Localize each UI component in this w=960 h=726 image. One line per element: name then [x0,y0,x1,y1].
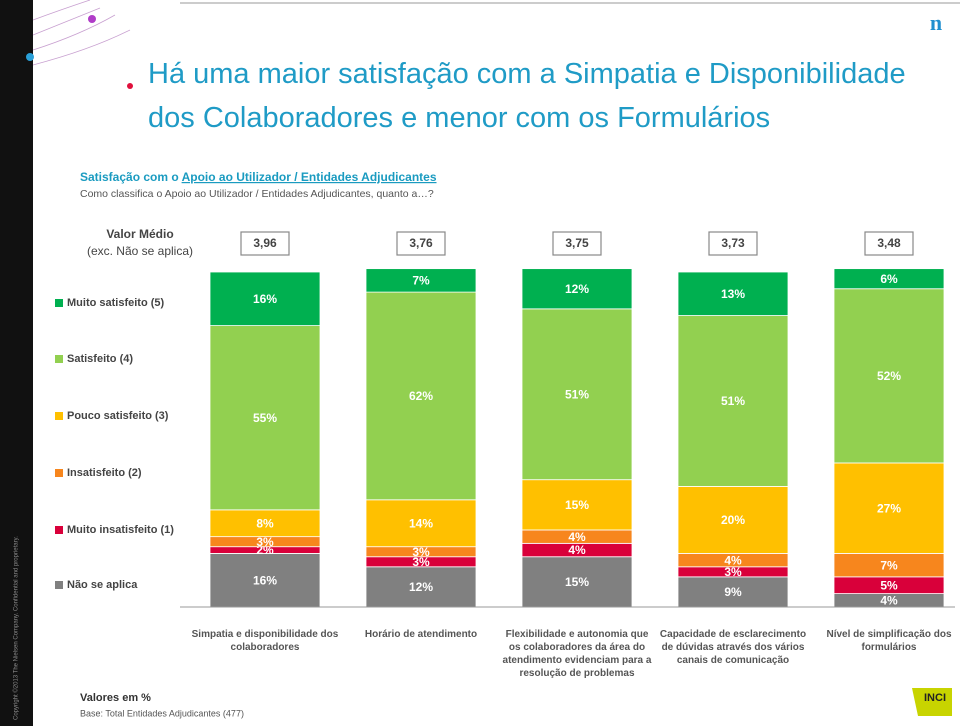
data-label: 13% [721,287,745,301]
legend-swatch [55,299,63,307]
data-label: 12% [409,580,433,594]
data-label: 16% [253,573,277,587]
mean-value: 3,75 [565,236,589,250]
data-label: 7% [412,274,430,288]
footer-base: Base: Total Entidades Adjudicantes (477) [80,708,244,718]
title: Há uma maior satisfação com a Simpatia e… [148,52,908,140]
data-label: 55% [253,411,277,425]
legend-swatch [55,412,63,420]
data-label: 16% [253,292,277,306]
data-label: 27% [877,501,901,515]
logo: n [930,10,942,35]
data-label: 51% [565,387,589,401]
mean-subtitle: (exc. Não se aplica) [87,244,193,258]
legend-label: Insatisfeito (2) [67,467,142,479]
copyright: Copyright ©2013 The Nielsen Company. Con… [13,536,20,720]
data-label: 12% [565,282,589,296]
slide: Copyright ©2013 The Nielsen Company. Con… [0,0,960,726]
data-label: 5% [880,578,898,592]
legend-swatch [55,355,63,363]
data-label: 4% [568,530,586,544]
decoration-dot [26,53,34,61]
category-label: Nível de simplificação dos formulários [811,628,960,654]
data-label: 4% [568,543,586,557]
footer-note: Valores em % [80,692,151,704]
inci-logo: INCI [924,692,946,704]
data-label: 8% [256,516,274,530]
category-label: Simpatia e disponibilidade dos colaborad… [187,628,343,654]
data-label: 15% [565,498,589,512]
mean-title: Valor Médio [106,227,173,241]
data-label: 62% [409,389,433,403]
decoration [33,0,130,65]
data-label: 7% [880,558,898,572]
category-label: Capacidade de esclarecimento de dúvidas … [655,628,811,667]
legend-label: Muito satisfeito (5) [67,297,165,309]
data-label: 52% [877,369,901,383]
legend-label: Pouco satisfeito (3) [67,410,169,422]
data-label: 15% [565,575,589,589]
subtitle-prefix: Satisfação com o [80,170,182,184]
data-label: 4% [880,593,898,607]
data-label: 51% [721,394,745,408]
legend-swatch [55,581,63,589]
decoration-dot [127,83,133,89]
data-label: 6% [880,272,898,286]
legend-label: Muito insatisfeito (1) [67,524,174,536]
subtitle-link: Apoio ao Utilizador / Entidades Adjudica… [182,170,437,184]
subtitle: Satisfação com o Apoio ao Utilizador / E… [80,170,437,184]
legend-swatch [55,469,63,477]
decoration-dot [88,15,96,23]
legend-label: Não se aplica [67,579,138,591]
data-label: 9% [724,585,742,599]
data-label: 4% [724,553,742,567]
legend-label: Satisfeito (4) [67,353,133,365]
question: Como classifica o Apoio ao Utilizador / … [80,188,434,200]
mean-value: 3,48 [877,236,901,250]
mean-value: 3,76 [409,236,433,250]
mean-value: 3,96 [253,236,277,250]
legend-swatch [55,526,63,534]
mean-value: 3,73 [721,236,745,250]
category-label: Flexibilidade e autonomia que os colabor… [499,628,655,680]
data-label: 20% [721,513,745,527]
data-label: 14% [409,516,433,530]
category-label: Horário de atendimento [343,628,499,641]
